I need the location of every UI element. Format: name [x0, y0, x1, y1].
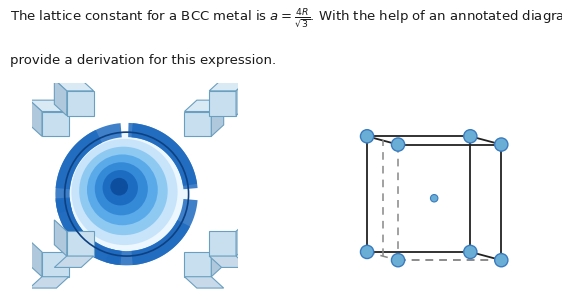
Circle shape: [495, 254, 508, 267]
Circle shape: [79, 147, 167, 235]
Polygon shape: [211, 100, 224, 136]
Circle shape: [360, 245, 374, 258]
Polygon shape: [56, 130, 102, 214]
Circle shape: [495, 138, 508, 151]
Polygon shape: [184, 100, 224, 112]
Polygon shape: [211, 241, 224, 277]
Polygon shape: [132, 123, 198, 189]
FancyBboxPatch shape: [42, 252, 69, 277]
Circle shape: [110, 178, 128, 196]
Polygon shape: [55, 220, 67, 256]
Circle shape: [87, 155, 158, 225]
Polygon shape: [236, 220, 248, 256]
Circle shape: [95, 162, 148, 215]
Polygon shape: [128, 123, 197, 186]
Polygon shape: [30, 241, 42, 277]
Circle shape: [102, 170, 138, 205]
Polygon shape: [56, 199, 122, 265]
FancyBboxPatch shape: [209, 91, 236, 116]
FancyBboxPatch shape: [67, 231, 94, 256]
Text: provide a derivation for this expression.: provide a derivation for this expression…: [10, 54, 277, 67]
Polygon shape: [209, 256, 248, 267]
FancyBboxPatch shape: [209, 231, 236, 256]
Polygon shape: [30, 100, 42, 136]
Polygon shape: [209, 80, 248, 91]
FancyBboxPatch shape: [184, 112, 211, 136]
Circle shape: [71, 139, 178, 245]
Circle shape: [360, 130, 374, 143]
Polygon shape: [30, 100, 69, 112]
Polygon shape: [56, 198, 120, 265]
Circle shape: [464, 130, 477, 143]
FancyBboxPatch shape: [67, 91, 94, 116]
Circle shape: [64, 131, 188, 255]
FancyBboxPatch shape: [42, 112, 69, 136]
Circle shape: [391, 138, 405, 151]
Polygon shape: [30, 277, 69, 288]
Polygon shape: [56, 123, 122, 189]
Circle shape: [430, 194, 438, 202]
Text: The lattice constant for a BCC metal is $a = \frac{4R}{\sqrt{3}}$. With the help: The lattice constant for a BCC metal is …: [10, 6, 562, 30]
Polygon shape: [184, 277, 224, 288]
Circle shape: [391, 254, 405, 267]
Polygon shape: [55, 80, 67, 116]
FancyBboxPatch shape: [184, 252, 211, 277]
Polygon shape: [55, 256, 94, 267]
Polygon shape: [106, 220, 190, 265]
Polygon shape: [236, 80, 248, 116]
Circle shape: [464, 245, 477, 258]
Polygon shape: [55, 80, 94, 91]
Polygon shape: [132, 199, 198, 265]
